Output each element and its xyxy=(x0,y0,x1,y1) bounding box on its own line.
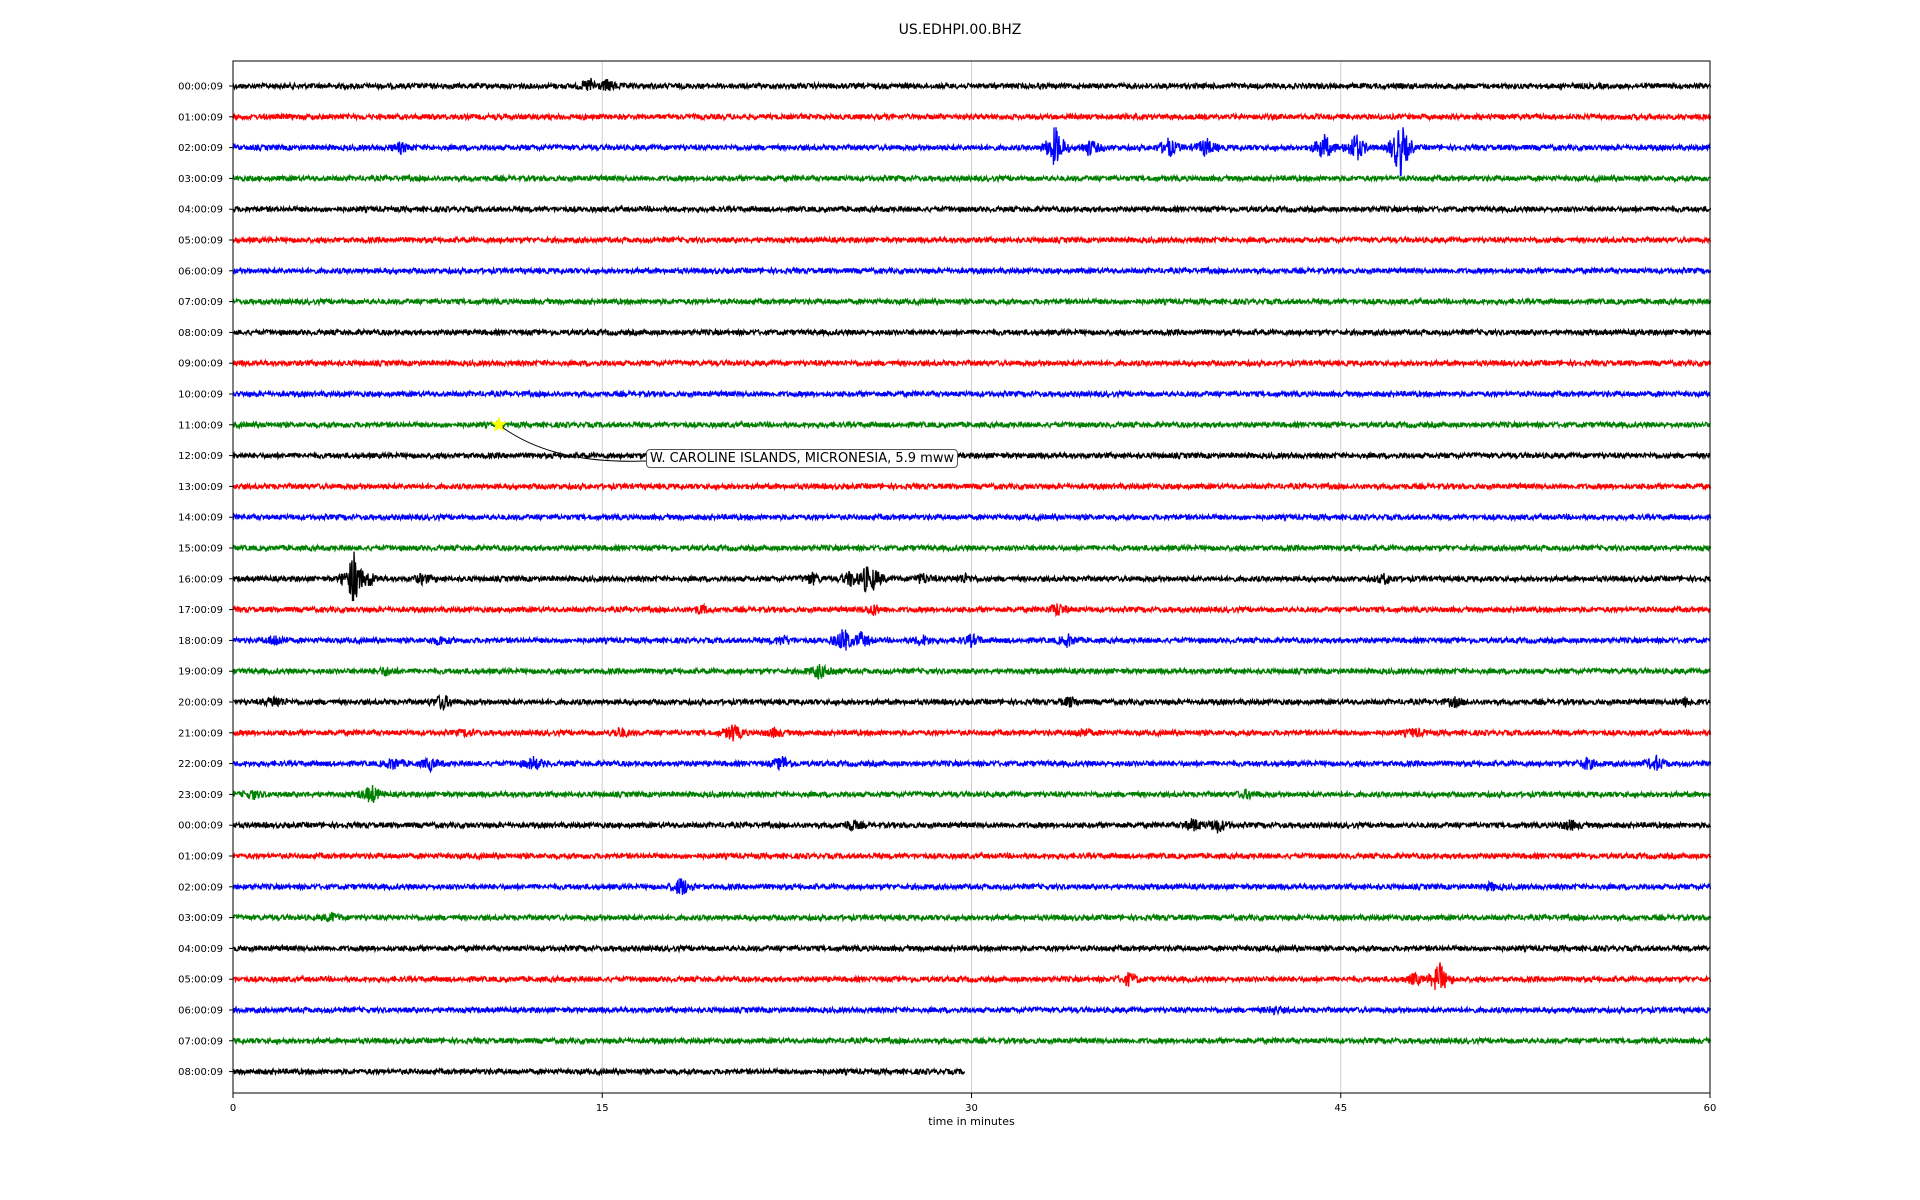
trace-line xyxy=(233,693,1712,711)
y-tick-label: 06:00:09 xyxy=(178,266,223,277)
trace-line xyxy=(232,754,1712,774)
trace-line xyxy=(232,204,1712,215)
trace-line xyxy=(232,481,1712,492)
y-tick-label: 04:00:09 xyxy=(178,205,223,216)
x-axis-label: time in minutes xyxy=(928,1115,1015,1128)
trace-line xyxy=(232,419,1711,430)
event-annotation-label: W. CAROLINE ISLANDS, MICRONESIA, 5.9 mww xyxy=(646,449,959,468)
trace-line xyxy=(232,878,1712,896)
trace-line xyxy=(232,127,1711,177)
y-tick-label: 23:00:09 xyxy=(178,790,223,801)
trace-line xyxy=(232,851,1712,862)
trace-line xyxy=(232,911,1712,923)
trace-line xyxy=(232,542,1712,554)
trace-line xyxy=(232,551,1712,602)
trace-line xyxy=(232,173,1712,184)
chart-title: US.EDHPI.00.BHZ xyxy=(898,22,1022,38)
x-tick-label: 0 xyxy=(230,1103,236,1114)
y-tick-label: 05:00:09 xyxy=(178,236,223,247)
trace-line xyxy=(232,724,1712,742)
trace-line xyxy=(232,943,1711,954)
y-tick-label: 22:00:09 xyxy=(178,759,223,770)
trace-line xyxy=(232,1004,1712,1017)
y-tick-label: 04:00:09 xyxy=(178,944,223,955)
x-tick-label: 60 xyxy=(1704,1103,1717,1114)
trace-line xyxy=(232,265,1712,276)
annotation-connector xyxy=(498,424,647,462)
y-tick-label: 07:00:09 xyxy=(178,1036,223,1047)
trace-line xyxy=(232,1035,1712,1046)
trace-line xyxy=(232,784,1712,804)
y-tick-label: 02:00:09 xyxy=(178,143,223,154)
x-tick-label: 30 xyxy=(965,1103,978,1114)
event-star-marker xyxy=(490,416,507,432)
y-tick-label: 16:00:09 xyxy=(178,574,223,585)
trace-line xyxy=(232,234,1712,246)
y-tick-label: 01:00:09 xyxy=(178,112,223,123)
y-tick-label: 17:00:09 xyxy=(178,605,223,616)
y-tick-label: 08:00:09 xyxy=(178,1067,223,1078)
trace-line xyxy=(232,111,1712,122)
trace-line xyxy=(232,450,1711,461)
trace-line xyxy=(232,818,1712,834)
trace-line xyxy=(232,1066,966,1077)
trace-line xyxy=(232,962,1712,991)
trace-line xyxy=(232,327,1712,338)
y-tick-label: 13:00:09 xyxy=(178,482,223,493)
x-tick-label: 45 xyxy=(1334,1103,1347,1114)
trace-line xyxy=(232,296,1712,307)
y-tick-label: 10:00:09 xyxy=(178,390,223,401)
trace-line xyxy=(232,358,1712,369)
y-tick-label: 14:00:09 xyxy=(178,513,223,524)
y-tick-label: 05:00:09 xyxy=(178,975,223,986)
y-tick-label: 03:00:09 xyxy=(178,174,223,185)
y-tick-label: 01:00:09 xyxy=(178,852,223,863)
y-tick-label: 21:00:09 xyxy=(178,728,223,739)
y-tick-label: 02:00:09 xyxy=(178,882,223,893)
y-tick-label: 07:00:09 xyxy=(178,297,223,308)
trace-line xyxy=(232,663,1711,680)
y-tick-label: 18:00:09 xyxy=(178,636,223,647)
trace-line xyxy=(232,388,1711,400)
y-tick-label: 15:00:09 xyxy=(178,544,223,555)
trace-line xyxy=(232,512,1712,523)
y-tick-label: 09:00:09 xyxy=(178,359,223,370)
y-tick-label: 03:00:09 xyxy=(178,913,223,924)
trace-line xyxy=(232,629,1711,651)
y-tick-label: 06:00:09 xyxy=(178,1006,223,1017)
y-tick-label: 12:00:09 xyxy=(178,451,223,462)
y-tick-label: 20:00:09 xyxy=(178,698,223,709)
trace-line xyxy=(232,77,1712,92)
y-tick-label: 19:00:09 xyxy=(178,667,223,678)
trace-line xyxy=(232,602,1711,618)
y-tick-label: 11:00:09 xyxy=(178,420,223,431)
y-tick-label: 00:00:09 xyxy=(178,821,223,832)
y-tick-label: 00:00:09 xyxy=(178,82,223,93)
x-tick-label: 15 xyxy=(596,1103,609,1114)
y-tick-label: 08:00:09 xyxy=(178,328,223,339)
